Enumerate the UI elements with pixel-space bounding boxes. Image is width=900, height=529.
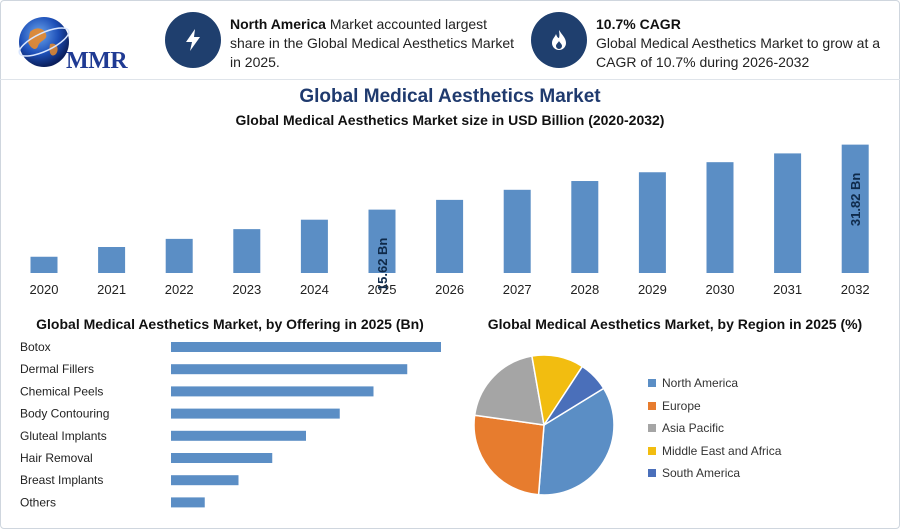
x-tick-label: 2025: [368, 282, 397, 297]
legend-label: Asia Pacific: [662, 421, 725, 436]
x-tick-label: 2022: [165, 282, 194, 297]
bar-2030: [706, 162, 734, 273]
offering-label: Breast Implants: [20, 473, 103, 487]
bar-2025: [368, 209, 396, 273]
offering-bar: [171, 430, 306, 441]
x-tick-label: 2020: [30, 282, 59, 297]
offering-label: Hair Removal: [20, 451, 93, 465]
logo-text: MMR: [66, 48, 128, 74]
x-tick-label: 2029: [638, 282, 667, 297]
x-tick-label: 2021: [97, 282, 126, 297]
legend-swatch: [648, 401, 656, 410]
page-title: Global Medical Aesthetics Market: [299, 86, 601, 107]
offering-bar: [171, 342, 441, 352]
offering-label: Chemical Peels: [20, 384, 103, 398]
region-legend: North America Europe Asia Pacific Middle Ea…: [648, 372, 781, 485]
region-chart-title: Global Medical Aesthetics Market, by Reg…: [487, 316, 863, 332]
offering-label: Others: [20, 495, 56, 509]
flame-icon: [531, 12, 587, 68]
offering-label: Body Contouring: [20, 407, 109, 421]
pie-slice: [473, 414, 545, 496]
legend-label: North America: [662, 376, 739, 391]
x-tick-label: 2028: [570, 282, 599, 297]
bar-2023: [233, 229, 261, 273]
region-pie-chart: [473, 354, 615, 496]
legend-item: Asia Pacific: [648, 417, 781, 440]
offering-bar: [171, 386, 374, 397]
pie-slice: [543, 365, 605, 426]
lightning-icon: [165, 12, 221, 68]
bar-2020: [30, 256, 58, 273]
mmr-logo: MMR: [16, 14, 136, 76]
bar-2021: [98, 247, 126, 273]
legend-label: South America: [662, 466, 741, 481]
bar-2028: [571, 181, 599, 273]
legend-item: North America: [648, 372, 781, 395]
x-tick-label: 2023: [232, 282, 261, 297]
highlight-north-america: North America Market accounted largest s…: [230, 15, 520, 72]
highlight-1-text: Market accounted largest share in the Gl…: [230, 16, 515, 70]
offering-bar: [171, 364, 408, 375]
legend-item: Middle East and Africa: [648, 440, 781, 463]
x-tick-label: 2032: [841, 282, 870, 297]
offering-bar: [171, 497, 205, 508]
x-tick-label: 2030: [706, 282, 735, 297]
pie-slice: [473, 355, 545, 426]
bar-chart-title: Global Medical Aesthetics Market size in…: [235, 112, 665, 128]
legend-item: South America: [648, 462, 781, 485]
data-label-2025: 15.62 Bn: [375, 238, 390, 292]
offering-bar-chart: Botox Dermal Fillers Chemical Peels Body Co…: [20, 340, 441, 509]
legend-swatch: [648, 424, 656, 433]
offering-bar: [171, 475, 239, 486]
bar-2031: [774, 153, 802, 273]
pie-slice: [537, 387, 615, 496]
data-label-2032: 31.82 Bn: [848, 173, 863, 227]
legend-swatch: [648, 379, 656, 388]
highlight-cagr: 10.7% CAGR Global Medical Aesthetics Mar…: [596, 15, 891, 72]
offering-bar: [171, 453, 273, 463]
x-tick-label: 2031: [773, 282, 802, 297]
bar-2032: [841, 144, 869, 273]
offering-bar: [171, 408, 340, 419]
offering-label: Botox: [20, 340, 51, 354]
bar-2026: [436, 199, 464, 273]
legend-label: Europe: [662, 398, 701, 413]
bar-2027: [503, 189, 531, 273]
legend-swatch: [648, 446, 656, 455]
legend-swatch: [648, 469, 656, 478]
highlight-2-strong: 10.7% CAGR: [596, 16, 681, 32]
x-tick-label: 2026: [435, 282, 464, 297]
offering-label: Dermal Fillers: [20, 362, 94, 376]
legend-item: Europe: [648, 395, 781, 418]
highlight-1-strong: North America: [230, 16, 326, 32]
legend-label: Middle East and Africa: [662, 443, 782, 458]
offering-label: Gluteal Implants: [20, 429, 107, 443]
offering-chart-title: Global Medical Aesthetics Market, by Off…: [36, 316, 424, 332]
header-divider: [0, 79, 900, 80]
highlight-2-text: Global Medical Aesthetics Market to grow…: [596, 35, 881, 70]
bar-2022: [165, 238, 193, 273]
globe-icon: [18, 17, 70, 67]
bar-2024: [300, 219, 328, 273]
x-tick-label: 2027: [503, 282, 532, 297]
bar-2029: [638, 172, 666, 273]
x-tick-label: 2024: [300, 282, 329, 297]
